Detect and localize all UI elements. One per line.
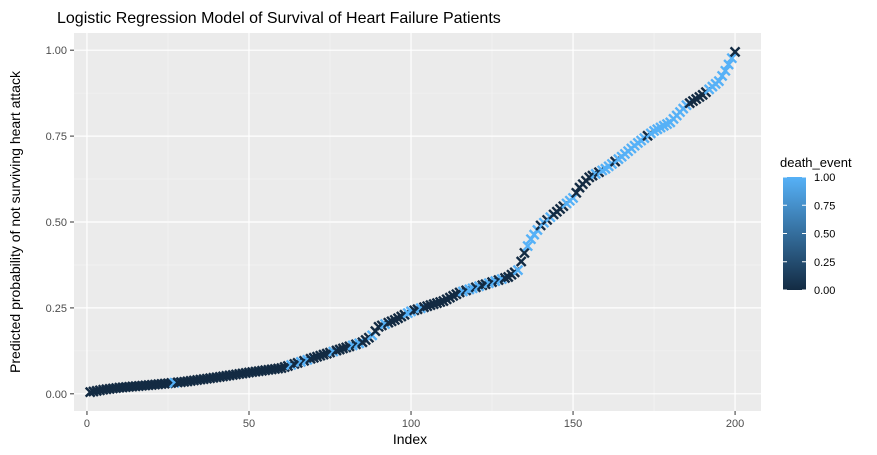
data-point xyxy=(567,192,579,204)
y-tick-label: 0.25 xyxy=(46,303,67,315)
data-point xyxy=(499,272,511,284)
y-tick-label: 0.50 xyxy=(46,217,67,229)
data-point xyxy=(729,46,741,58)
colorbar-label: 0.50 xyxy=(814,229,835,241)
data-point xyxy=(522,240,534,252)
x-tick-label: 0 xyxy=(84,418,90,430)
colorbar-label: 1.00 xyxy=(814,172,835,184)
data-point xyxy=(519,247,530,259)
data-point xyxy=(723,59,734,70)
data-point xyxy=(716,70,728,82)
data-point xyxy=(434,296,446,308)
x-tick-label: 200 xyxy=(726,418,744,430)
x-tick-label: 100 xyxy=(402,418,420,430)
x-tick-label: 150 xyxy=(564,418,582,430)
x-axis: 0 50 100 150 200 xyxy=(84,411,744,430)
y-tick-label: 0.00 xyxy=(46,389,67,401)
y-tick-label: 0.75 xyxy=(46,131,67,143)
x-axis-title: Index xyxy=(393,431,427,447)
color-legend: death_event 0.00 0.25 0.50 0.75 1.00 xyxy=(780,155,852,297)
data-point xyxy=(570,187,582,199)
y-axis-title: Predicted probability of not surviving h… xyxy=(7,70,23,373)
colorbar-ticks: 0.00 0.25 0.50 0.75 1.00 xyxy=(783,172,835,297)
colorbar-label: 0.75 xyxy=(814,200,835,212)
data-point xyxy=(720,65,731,77)
data-point xyxy=(512,264,524,276)
colorbar-label: 0.25 xyxy=(814,257,835,269)
colorbar-label: 0.00 xyxy=(814,285,835,297)
data-point xyxy=(726,52,738,64)
colorbar xyxy=(783,177,806,290)
legend-title: death_event xyxy=(780,155,852,170)
data-point xyxy=(515,256,527,267)
data-points xyxy=(84,46,741,398)
y-axis: 0.00 0.25 0.50 0.75 1.00 xyxy=(46,45,74,401)
chart-title: Logistic Regression Model of Survival of… xyxy=(57,10,501,27)
y-tick-label: 1.00 xyxy=(46,45,67,57)
x-tick-label: 50 xyxy=(243,418,255,430)
data-point xyxy=(713,75,725,87)
data-point xyxy=(353,337,365,349)
